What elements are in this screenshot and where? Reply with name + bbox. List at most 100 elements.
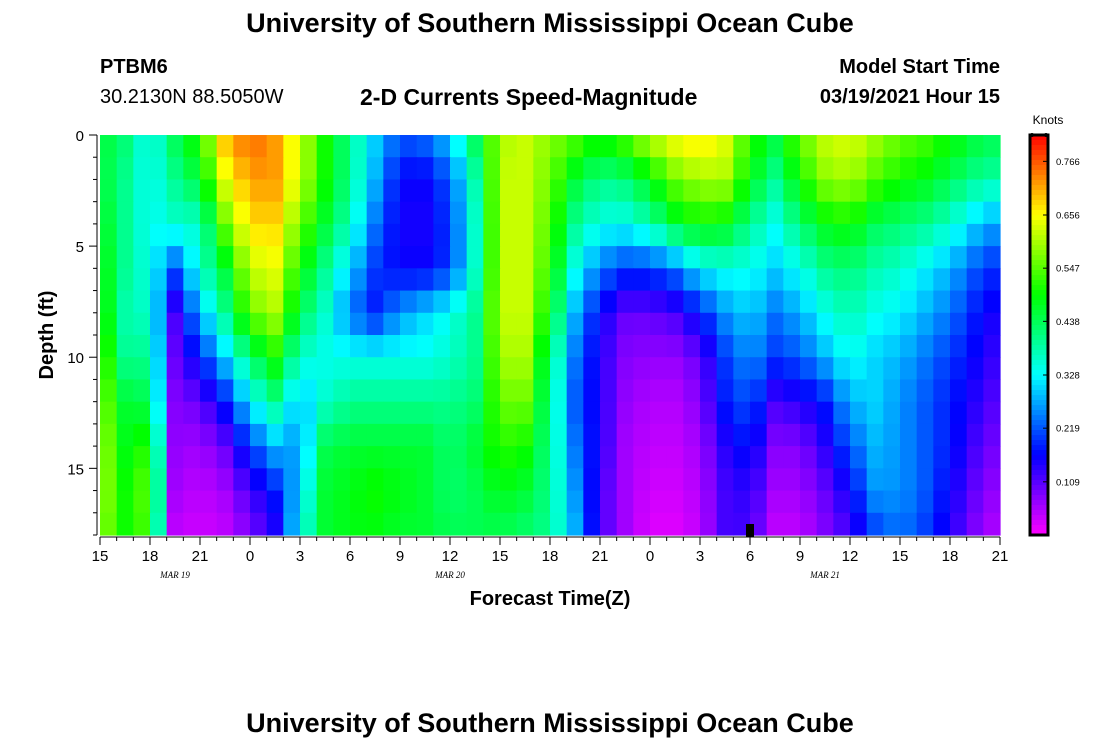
x-tick-label: 0 <box>646 548 654 565</box>
heatmap-cell <box>966 357 984 381</box>
heatmap-cell <box>216 423 234 447</box>
heatmap-cell <box>133 490 151 514</box>
heatmap-cell <box>816 312 834 336</box>
heatmap-cell <box>416 490 434 514</box>
heatmap-cell <box>166 357 184 381</box>
heatmap-cell <box>566 223 584 247</box>
x-tick-label: 15 <box>492 548 509 565</box>
heatmap-cell <box>683 268 701 292</box>
heatmap-cell <box>200 446 218 469</box>
heatmap-cell <box>633 223 651 247</box>
heatmap-cell <box>383 179 401 203</box>
heatmap-cell <box>233 157 251 181</box>
heatmap-cell <box>766 179 784 203</box>
heatmap-cell <box>300 246 318 269</box>
heatmap-cell <box>233 401 251 425</box>
heatmap-cell <box>550 357 568 381</box>
heatmap-cell <box>200 379 218 403</box>
heatmap-cell <box>550 446 568 469</box>
heatmap-cell <box>733 290 751 314</box>
heatmap-cell <box>400 135 418 158</box>
heatmap-cell <box>533 401 551 425</box>
heatmap-cell <box>383 223 401 247</box>
heatmap-cell <box>266 179 284 203</box>
heatmap-cell <box>983 312 1001 336</box>
heatmap-cell <box>750 135 768 158</box>
heatmap-cell <box>566 246 584 269</box>
heatmap-cell <box>333 157 351 181</box>
heatmap-cell <box>300 379 318 403</box>
heatmap-cell <box>516 290 534 314</box>
heatmap-cell <box>433 312 451 336</box>
heatmap-cell <box>250 490 268 514</box>
heatmap-cell <box>716 512 734 536</box>
heatmap-cell <box>633 268 651 292</box>
heatmap-cell <box>183 157 201 181</box>
heatmap-cell <box>766 290 784 314</box>
heatmap-cell <box>650 268 668 292</box>
heatmap-cell <box>750 335 768 358</box>
heatmap-cell <box>466 446 484 469</box>
heatmap-cell <box>750 446 768 469</box>
heatmap-cell <box>683 379 701 403</box>
heatmap-cell <box>733 423 751 447</box>
heatmap-cell <box>866 379 884 403</box>
heatmap-cell <box>883 157 901 181</box>
heatmap-cell <box>250 290 268 314</box>
heatmap-cell <box>866 179 884 203</box>
heatmap-cell <box>716 290 734 314</box>
x-tick-label: 18 <box>142 548 159 565</box>
heatmap-cell <box>500 468 518 492</box>
heatmap-cell <box>466 312 484 336</box>
heatmap-cell <box>916 290 934 314</box>
heatmap-cell <box>450 157 468 181</box>
heatmap-cell <box>466 290 484 314</box>
heatmap-cell <box>566 379 584 403</box>
heatmap-cell <box>250 268 268 292</box>
heatmap-cell <box>316 401 334 425</box>
heatmap-cell <box>133 157 151 181</box>
heatmap-cell <box>133 312 151 336</box>
colorbar-step <box>1030 435 1048 441</box>
heatmap-cell <box>283 446 301 469</box>
heatmap-cell <box>600 223 618 247</box>
heatmap-cell <box>200 268 218 292</box>
x-tick-label: 3 <box>296 548 304 565</box>
heatmap-cell <box>766 379 784 403</box>
colorbar-step <box>1030 170 1048 176</box>
heatmap-cell <box>783 512 801 536</box>
colorbar-step <box>1030 305 1048 311</box>
heatmap-cell <box>216 468 234 492</box>
heatmap-cell <box>366 179 384 203</box>
heatmap-cell <box>283 401 301 425</box>
colorbar-step <box>1030 370 1048 376</box>
heatmap-cell <box>533 135 551 158</box>
heatmap-cell <box>466 379 484 403</box>
heatmap-cell <box>600 468 618 492</box>
heatmap-cell <box>483 357 501 381</box>
heatmap-cell <box>166 312 184 336</box>
heatmap-cell <box>400 246 418 269</box>
heatmap-cell <box>183 246 201 269</box>
heatmap-cell <box>766 423 784 447</box>
heatmap-cell <box>333 401 351 425</box>
colorbar-tick-label: 0.109 <box>1056 477 1080 488</box>
heatmap-cell <box>733 490 751 514</box>
heatmap-cell <box>966 423 984 447</box>
heatmap-cell <box>616 423 634 447</box>
heatmap-cell <box>250 157 268 181</box>
heatmap-cell <box>466 157 484 181</box>
heatmap-cell <box>416 335 434 358</box>
heatmap-cell <box>816 179 834 203</box>
colorbar-step <box>1030 515 1048 521</box>
heatmap-cell <box>316 290 334 314</box>
y-axis-title: Depth (ft) <box>36 291 58 380</box>
heatmap-cell <box>800 135 818 158</box>
heatmap-cell <box>133 446 151 469</box>
heatmap-cell <box>833 423 851 447</box>
colorbar-step <box>1030 285 1048 291</box>
heatmap-cell <box>616 490 634 514</box>
heatmap-cell <box>983 401 1001 425</box>
heatmap-cell <box>766 468 784 492</box>
heatmap-cell <box>316 201 334 225</box>
